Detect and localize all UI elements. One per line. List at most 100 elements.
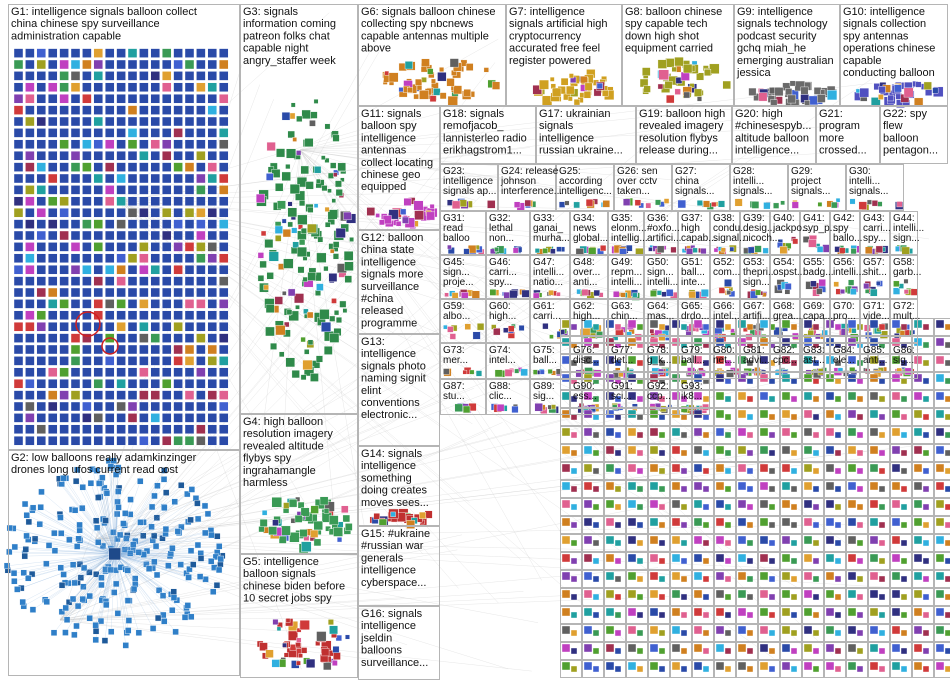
node — [104, 253, 115, 264]
node — [878, 413, 886, 421]
node — [878, 485, 886, 493]
mini-group — [935, 391, 950, 403]
node — [645, 202, 652, 209]
edge — [106, 553, 115, 605]
mini-group — [869, 571, 886, 583]
node — [92, 636, 99, 644]
node — [850, 248, 857, 255]
node — [82, 230, 92, 241]
node — [48, 356, 58, 366]
mini-group — [715, 589, 732, 601]
node — [25, 139, 35, 150]
node — [14, 586, 21, 593]
node — [187, 516, 194, 524]
node — [825, 535, 835, 545]
group-border — [560, 318, 582, 336]
node — [59, 333, 69, 343]
node — [834, 323, 842, 331]
group-border — [582, 660, 604, 678]
mini-group — [847, 427, 864, 439]
node — [72, 477, 80, 485]
mini-group — [627, 571, 644, 583]
node — [658, 665, 666, 673]
node — [209, 588, 217, 595]
node — [856, 611, 864, 619]
group-g27 — [677, 199, 725, 210]
node — [218, 265, 229, 275]
node — [680, 323, 688, 331]
group-border — [486, 343, 530, 379]
group-border — [758, 390, 780, 408]
node — [139, 287, 149, 298]
group-border — [890, 480, 912, 498]
group-label: G42: spy ballo... — [833, 213, 862, 244]
group-border — [670, 588, 692, 606]
node — [891, 535, 901, 545]
node — [790, 413, 798, 421]
mini-group — [803, 463, 820, 475]
node — [196, 276, 206, 286]
node — [137, 478, 144, 485]
group-label: G85: anti... — [863, 345, 887, 366]
group-label: G41: syp_p... — [803, 213, 838, 234]
node — [82, 322, 92, 332]
mini-group — [605, 445, 622, 457]
node — [93, 367, 104, 377]
node — [922, 323, 930, 331]
node — [13, 287, 24, 298]
node — [43, 598, 50, 606]
group-border — [560, 606, 582, 624]
node — [745, 333, 753, 341]
group-border — [560, 408, 582, 426]
node — [25, 344, 35, 355]
group-border — [582, 408, 604, 426]
group-border — [740, 211, 770, 255]
node — [70, 105, 81, 115]
mini-group — [869, 553, 886, 565]
node — [150, 379, 161, 389]
node — [737, 661, 747, 671]
node — [196, 344, 206, 355]
node — [658, 647, 666, 655]
node — [600, 245, 607, 252]
group-label: G58: garb... — [893, 257, 921, 278]
group-label: G33: ganai_ murha... — [533, 213, 570, 244]
node — [275, 325, 286, 336]
node — [285, 164, 291, 170]
group-label: G90: ess... — [573, 381, 597, 402]
node — [429, 204, 435, 209]
node — [3, 562, 11, 570]
node — [25, 150, 35, 161]
node — [116, 162, 126, 172]
node — [218, 105, 229, 115]
node — [847, 481, 857, 491]
node — [340, 177, 345, 182]
group-border — [758, 354, 780, 372]
node — [48, 379, 58, 389]
node — [314, 166, 322, 174]
group-border — [604, 354, 626, 372]
node — [781, 553, 791, 563]
group-border — [802, 498, 824, 516]
node — [680, 557, 688, 565]
group-border — [626, 624, 648, 642]
node — [658, 359, 666, 367]
node — [825, 409, 835, 419]
node — [913, 481, 923, 491]
node — [218, 59, 229, 70]
mini-group — [715, 517, 732, 529]
node — [278, 351, 285, 358]
node — [297, 224, 303, 230]
group-border — [912, 642, 934, 660]
mini-group — [649, 607, 666, 619]
node — [849, 198, 856, 205]
node — [93, 242, 104, 252]
mini-group — [759, 589, 776, 601]
edge — [299, 107, 460, 151]
node — [196, 367, 206, 377]
node — [13, 150, 24, 161]
node — [127, 413, 138, 423]
group-border — [608, 211, 644, 255]
node — [944, 431, 950, 439]
node — [173, 173, 183, 184]
